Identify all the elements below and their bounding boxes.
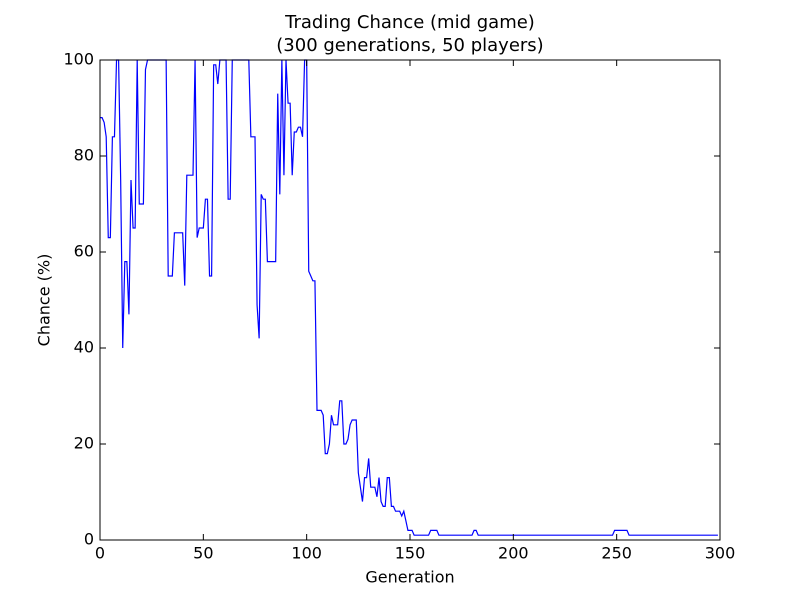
x-tick-label: 250: [601, 544, 632, 563]
x-tick-label: 200: [498, 544, 529, 563]
y-axis-label: Chance (%): [35, 254, 54, 347]
x-tick-label: 300: [705, 544, 736, 563]
x-tick-label: 100: [291, 544, 322, 563]
x-axis-label: Generation: [365, 568, 454, 587]
y-tick-label: 80: [74, 146, 94, 165]
chart-subtitle: (300 generations, 50 players): [276, 35, 543, 56]
x-tick-label: 0: [95, 544, 105, 563]
y-tick-label: 0: [84, 530, 94, 549]
x-tick-label: 50: [193, 544, 213, 563]
chart-title: Trading Chance (mid game): [284, 12, 535, 33]
y-tick-label: 60: [74, 242, 94, 261]
y-tick-label: 20: [74, 434, 94, 453]
y-tick-label: 40: [74, 338, 94, 357]
x-tick-label: 150: [395, 544, 426, 563]
y-tick-label: 100: [63, 50, 94, 69]
